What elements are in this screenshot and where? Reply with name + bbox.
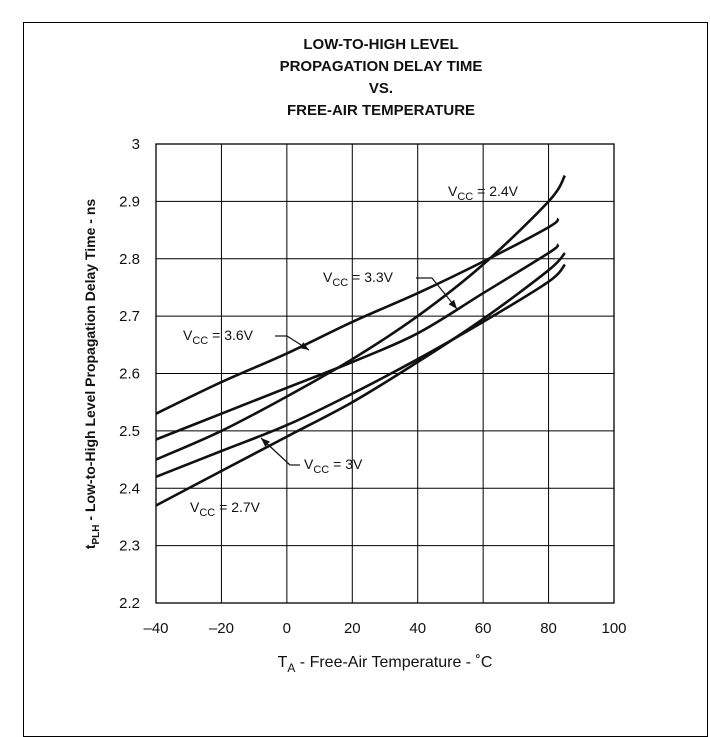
x-axis-label: TA - Free-Air Temperature - ˚C bbox=[278, 654, 493, 675]
y-tick-label: 3 bbox=[132, 136, 140, 153]
x-tick-label: –40 bbox=[143, 620, 168, 637]
y-tick-labels: 2.2 2.3 2.4 2.5 2.6 2.7 2.8 2.9 3 bbox=[119, 136, 140, 612]
y-tick-label: 2.5 bbox=[119, 423, 140, 440]
x-tick-label: –20 bbox=[209, 620, 234, 637]
series-line-vcc-2-4v bbox=[155, 174, 567, 461]
plot-area bbox=[155, 143, 615, 604]
arrow-head bbox=[261, 438, 270, 447]
series-label-vcc-3-6v: VCC = 3.6V bbox=[183, 327, 254, 347]
series-label-vcc-2-4v: VCC = 2.4V bbox=[448, 183, 519, 203]
y-tick-label: 2.9 bbox=[119, 193, 140, 210]
chart-title: LOW-TO-HIGH LEVEL PROPAGATION DELAY TIME V… bbox=[280, 36, 483, 119]
series-label-vcc-3v: VCC = 3V bbox=[304, 456, 363, 476]
x-tick-label: 100 bbox=[601, 620, 626, 637]
y-tick-label: 2.8 bbox=[119, 251, 140, 268]
series-label-vcc-2-7v: VCC = 2.7V bbox=[190, 499, 261, 519]
chart-grid bbox=[156, 144, 614, 603]
x-tick-label: 60 bbox=[475, 620, 492, 637]
series-label-vcc-3-3v: VCC = 3.3V bbox=[323, 269, 394, 289]
title-line: VS. bbox=[369, 80, 393, 97]
series-line-vcc-3-6v bbox=[155, 217, 560, 415]
series-line-vcc-3-3v bbox=[155, 243, 560, 441]
x-tick-label: 20 bbox=[344, 620, 361, 637]
title-line: PROPAGATION DELAY TIME bbox=[280, 58, 483, 75]
series-labels: VCC = 2.4V VCC = 3.3V VCC = 3.6V VCC = 3V VC… bbox=[183, 183, 519, 519]
series-line-vcc-3v bbox=[155, 263, 566, 479]
arrow-head bbox=[448, 299, 457, 309]
title-line: FREE-AIR TEMPERATURE bbox=[287, 102, 475, 119]
arrow-head bbox=[299, 342, 309, 350]
x-tick-label: 40 bbox=[409, 620, 426, 637]
x-tick-label: 80 bbox=[540, 620, 557, 637]
title-line: LOW-TO-HIGH LEVEL bbox=[303, 36, 458, 53]
y-tick-label: 2.3 bbox=[119, 538, 140, 555]
y-tick-label: 2.7 bbox=[119, 308, 140, 325]
y-tick-label: 2.4 bbox=[119, 480, 140, 497]
x-tick-label: 0 bbox=[283, 620, 291, 637]
series-line-vcc-2-7v bbox=[155, 252, 566, 507]
y-tick-label: 2.6 bbox=[119, 366, 140, 383]
series-lines bbox=[155, 174, 567, 507]
x-tick-labels: –40 –20 0 20 40 60 80 100 bbox=[143, 620, 626, 637]
y-axis-label: tPLH - Low-to-High Level Propagation Del… bbox=[82, 199, 102, 550]
y-tick-label: 2.2 bbox=[119, 595, 140, 612]
